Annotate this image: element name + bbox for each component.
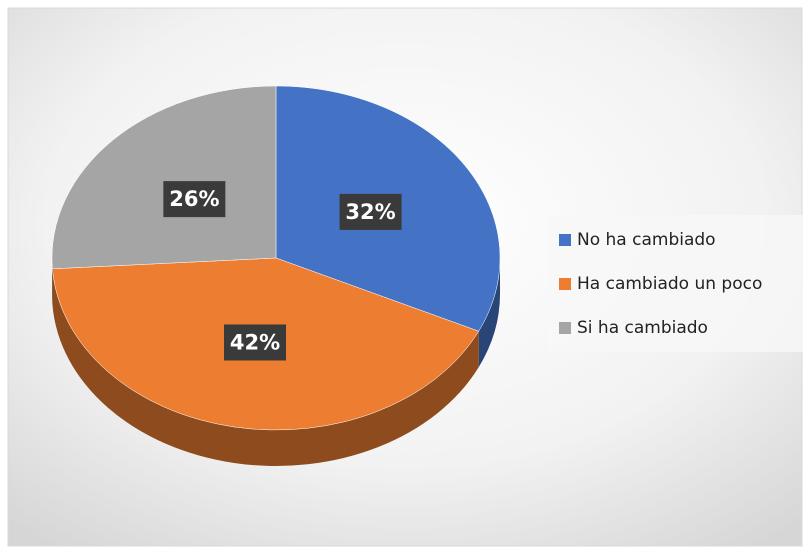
legend-swatch bbox=[559, 234, 571, 246]
legend-label: Ha cambiado un poco bbox=[577, 274, 762, 294]
slice-side bbox=[52, 268, 479, 467]
pie: 32% 42% 26% bbox=[51, 85, 501, 467]
legend-swatch bbox=[559, 278, 571, 290]
data-label: 32% bbox=[345, 200, 395, 224]
data-label: 26% bbox=[169, 187, 219, 211]
legend-label: Si ha cambiado bbox=[577, 318, 708, 338]
legend-label: No ha cambiado bbox=[577, 230, 716, 250]
data-label-box bbox=[339, 193, 402, 230]
legend-swatch bbox=[559, 322, 571, 334]
legend: No ha cambiado Ha cambiado un poco Si ha c… bbox=[559, 230, 762, 338]
data-label-box bbox=[163, 181, 226, 218]
slice bbox=[51, 85, 277, 270]
data-label-box bbox=[224, 324, 287, 361]
legend-box bbox=[548, 215, 803, 352]
slice-side bbox=[478, 258, 500, 368]
data-label: 42% bbox=[230, 330, 280, 354]
